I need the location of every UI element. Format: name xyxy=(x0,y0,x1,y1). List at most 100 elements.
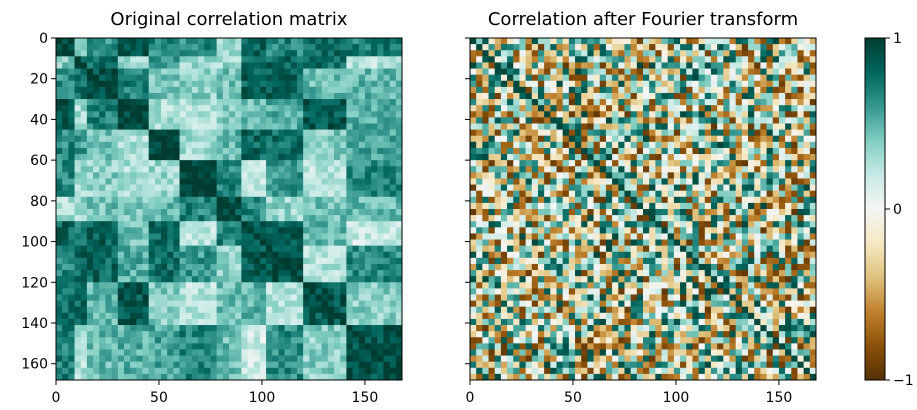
heatmap-cell xyxy=(340,202,347,210)
heatmap-cell xyxy=(111,166,119,173)
heatmap-cell xyxy=(93,117,100,124)
heatmap-cell xyxy=(56,239,63,247)
heatmap-cell xyxy=(105,123,113,131)
heatmap-cell xyxy=(93,147,100,155)
heatmap-cell xyxy=(550,62,557,69)
heatmap-cell xyxy=(587,86,594,94)
heatmap-cell xyxy=(284,117,292,124)
heatmap-cell xyxy=(62,184,69,192)
heatmap-cell xyxy=(315,300,323,308)
heatmap-cell xyxy=(550,92,557,100)
heatmap-cell xyxy=(710,227,718,234)
heatmap-cell xyxy=(154,62,162,69)
heatmap-cell xyxy=(630,92,638,100)
heatmap-cell xyxy=(148,312,156,320)
heatmap-cell xyxy=(550,38,557,45)
heatmap-cell xyxy=(117,227,125,234)
heatmap-cell xyxy=(643,135,650,143)
heatmap-cell xyxy=(74,202,82,210)
heatmap-cell xyxy=(204,233,211,240)
heatmap-cell xyxy=(766,196,774,204)
heatmap-cell xyxy=(476,166,483,173)
heatmap-cell xyxy=(377,282,384,289)
heatmap-cell xyxy=(74,215,82,222)
heatmap-cell xyxy=(179,111,187,118)
heatmap-cell xyxy=(785,154,792,161)
heatmap-cell xyxy=(136,251,143,259)
heatmap-cell xyxy=(575,233,582,240)
heatmap-cell xyxy=(117,68,125,76)
heatmap-cell xyxy=(148,190,156,198)
heatmap-cell xyxy=(371,215,378,222)
heatmap-cell xyxy=(241,318,248,326)
heatmap-cell xyxy=(315,221,323,228)
heatmap-cell xyxy=(272,44,279,51)
heatmap-cell xyxy=(556,99,564,106)
heatmap-cell xyxy=(612,92,619,100)
heatmap-cell xyxy=(315,306,323,314)
heatmap-cell xyxy=(247,117,255,124)
heatmap-cell xyxy=(309,147,316,155)
heatmap-cell xyxy=(550,56,557,63)
heatmap-cell xyxy=(111,44,119,51)
heatmap-cell xyxy=(266,294,273,302)
heatmap-cell xyxy=(624,74,632,82)
heatmap-cell xyxy=(179,190,187,198)
heatmap-cell xyxy=(167,221,174,228)
heatmap-cell xyxy=(321,282,329,289)
heatmap-cell xyxy=(216,245,224,253)
heatmap-cell xyxy=(259,239,267,247)
heatmap-cell xyxy=(235,184,242,192)
heatmap-cell xyxy=(167,190,174,198)
heatmap-cell xyxy=(222,196,230,204)
heatmap-cell xyxy=(389,160,397,167)
heatmap-cell xyxy=(575,68,582,76)
heatmap-cell xyxy=(562,99,570,106)
heatmap-cell xyxy=(56,227,63,234)
heatmap-cell xyxy=(494,209,502,216)
heatmap-cell xyxy=(309,141,316,149)
heatmap-cell xyxy=(235,349,242,356)
heatmap-cell xyxy=(661,233,669,240)
heatmap-cell xyxy=(296,117,304,124)
heatmap-cell xyxy=(710,74,718,82)
heatmap-cell xyxy=(105,92,113,100)
heatmap-cell xyxy=(612,86,619,94)
heatmap-cell xyxy=(618,172,625,179)
heatmap-cell xyxy=(661,38,669,45)
heatmap-cell xyxy=(797,135,805,143)
heatmap-cell xyxy=(476,62,483,69)
heatmap-cell xyxy=(111,160,119,167)
heatmap-cell xyxy=(358,270,366,277)
heatmap-cell xyxy=(68,294,75,302)
heatmap-cell xyxy=(389,331,397,338)
heatmap-cell xyxy=(327,221,335,228)
heatmap-cell xyxy=(179,135,187,143)
heatmap-cell xyxy=(581,166,588,173)
heatmap-cell xyxy=(531,50,539,57)
heatmap-cell xyxy=(173,123,180,131)
heatmap-cell xyxy=(303,318,310,326)
heatmap-cell xyxy=(686,105,693,112)
heatmap-cell xyxy=(74,111,82,118)
heatmap-cell xyxy=(772,117,780,124)
heatmap-cell xyxy=(68,239,75,247)
heatmap-cell xyxy=(290,190,298,198)
heatmap-cell xyxy=(86,300,94,308)
heatmap-cell xyxy=(729,99,737,106)
heatmap-cell xyxy=(371,111,378,118)
heatmap-cell xyxy=(760,160,767,167)
heatmap-cell xyxy=(303,294,310,302)
heatmap-cell xyxy=(247,172,255,179)
heatmap-cell xyxy=(389,215,397,222)
heatmap-cell xyxy=(74,62,82,69)
heatmap-cell xyxy=(56,215,63,222)
heatmap-cell xyxy=(754,62,761,69)
heatmap-cell xyxy=(593,178,601,185)
heatmap-cell xyxy=(210,288,218,295)
heatmap-cell xyxy=(531,221,539,228)
heatmap-cell xyxy=(161,135,168,143)
heatmap-cell xyxy=(68,105,75,112)
heatmap-cell xyxy=(364,215,372,222)
heatmap-cell xyxy=(748,160,755,167)
